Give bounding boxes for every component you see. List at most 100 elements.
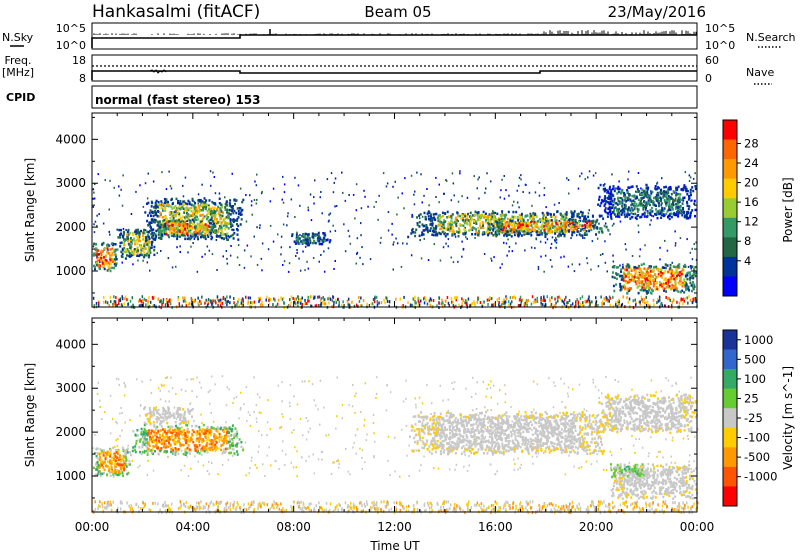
echo-cell <box>171 211 174 214</box>
echo-cell <box>442 223 445 226</box>
sparse-echo-point <box>587 176 589 179</box>
sparse-echo-point <box>360 222 362 225</box>
echo-cell <box>226 208 229 211</box>
echo-cell <box>630 211 633 215</box>
ground-scatter-point <box>617 300 620 304</box>
echo-cell <box>234 199 237 202</box>
echo-cell <box>552 225 555 228</box>
sparse-echo-point <box>260 257 263 260</box>
ground-scatter-point <box>197 296 199 300</box>
echo-cell <box>558 225 561 229</box>
sparse-echo-point <box>540 255 542 258</box>
power-data-layer <box>92 170 698 310</box>
echo-cell <box>167 203 170 207</box>
echo-cell <box>169 227 172 231</box>
ground-scatter-point <box>300 299 302 303</box>
echo-cell <box>509 229 512 233</box>
echo-cell <box>500 221 503 224</box>
ground-scatter-point <box>360 304 362 308</box>
echo-cell <box>175 230 178 234</box>
echo-cell <box>533 221 536 224</box>
echo-cell <box>672 190 675 193</box>
echo-cell <box>228 216 231 219</box>
echo-cell <box>129 238 132 241</box>
sparse-echo-point <box>256 173 258 176</box>
echo-cell <box>684 285 687 288</box>
echo-cell <box>110 251 113 254</box>
sparse-echo-point <box>269 224 272 227</box>
echo-cell <box>646 190 649 193</box>
ground-scatter-point <box>357 304 359 308</box>
echo-cell <box>626 212 629 216</box>
sparse-echo-point <box>132 263 134 266</box>
echo-cell <box>689 214 692 217</box>
ground-scatter-point <box>147 300 149 304</box>
echo-cell <box>581 214 584 218</box>
echo-cell <box>523 233 526 236</box>
sparse-echo-point <box>287 212 289 215</box>
echo-cell <box>663 271 665 275</box>
echo-cell <box>545 232 548 236</box>
ground-scatter-point <box>604 298 607 302</box>
sparse-echo-point <box>535 237 537 240</box>
echo-cell <box>628 213 631 216</box>
echo-cell <box>200 235 202 239</box>
echo-cell <box>178 214 181 217</box>
echo-cell <box>617 187 620 191</box>
ground-scatter-point <box>635 303 637 307</box>
ground-scatter-point <box>261 301 263 304</box>
sparse-echo-point <box>625 248 627 251</box>
sparse-echo-point <box>452 182 455 185</box>
echo-cell <box>143 244 146 248</box>
echo-cell <box>613 189 616 193</box>
echo-cell <box>151 218 154 221</box>
echo-cell <box>607 229 610 232</box>
echo-cell <box>207 216 210 219</box>
echo-cell <box>667 214 670 218</box>
ground-scatter-point <box>362 299 365 303</box>
echo-cell <box>654 278 657 281</box>
sparse-echo-point <box>543 270 545 273</box>
sparse-echo-point <box>551 265 553 268</box>
sparse-echo-point <box>341 171 343 174</box>
echo-cell <box>296 237 298 241</box>
echo-cell <box>489 220 492 223</box>
echo-cell <box>493 215 496 219</box>
echo-cell <box>606 215 609 218</box>
echo-cell <box>176 212 178 215</box>
sparse-echo-point <box>438 201 440 204</box>
echo-cell <box>474 228 477 231</box>
echo-cell <box>651 190 654 194</box>
ground-scatter-point <box>168 298 171 302</box>
echo-cell <box>583 227 586 231</box>
echo-cell <box>447 223 450 226</box>
echo-cell <box>443 226 446 229</box>
echo-cell <box>636 204 639 208</box>
sparse-echo-point <box>511 204 514 207</box>
echo-cell <box>225 236 228 240</box>
sparse-echo-point <box>332 461 334 464</box>
ground-scatter-point <box>212 299 214 303</box>
ground-scatter-point <box>461 297 463 301</box>
echo-cell <box>186 212 188 215</box>
sparse-echo-point <box>530 246 533 249</box>
sparse-echo-point <box>427 259 430 262</box>
ground-scatter-point <box>607 298 610 302</box>
echo-cell <box>685 189 688 193</box>
ground-scatter-point <box>384 301 386 305</box>
sparse-echo-point <box>612 254 614 257</box>
echo-cell <box>442 224 445 228</box>
echo-cell <box>643 190 646 193</box>
ground-scatter-point <box>521 298 524 302</box>
echo-cell <box>531 215 534 219</box>
echo-cell <box>665 279 668 283</box>
echo-cell <box>602 217 605 220</box>
echo-cell <box>430 219 432 223</box>
echo-cell <box>124 257 127 260</box>
echo-cell <box>152 237 155 240</box>
echo-cell <box>326 238 329 241</box>
echo-cell <box>123 247 126 250</box>
echo-cell <box>643 211 646 215</box>
echo-cell <box>487 218 490 221</box>
ground-scatter-point <box>310 304 313 308</box>
